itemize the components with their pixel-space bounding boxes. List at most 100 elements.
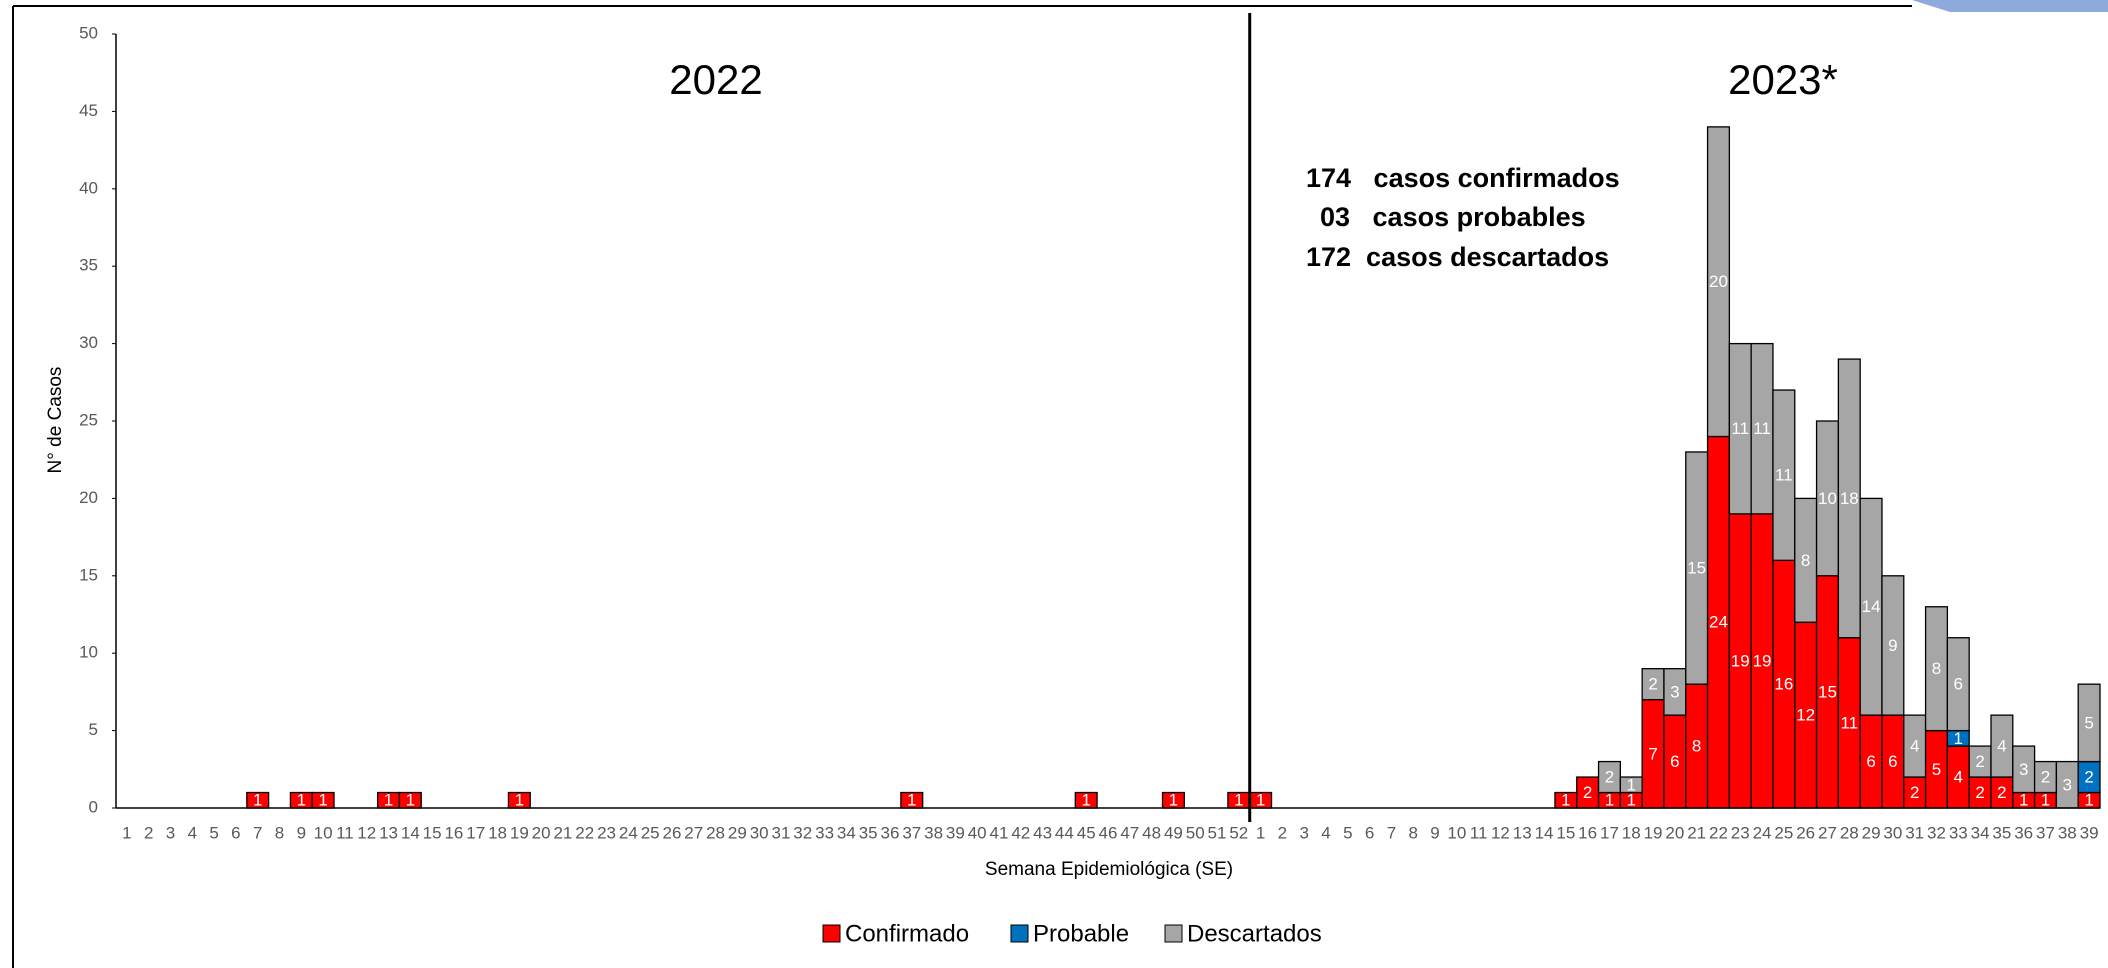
- x-tick-label: 6: [1365, 823, 1374, 842]
- value-label: 1: [1234, 791, 1243, 810]
- value-label: 1: [384, 791, 393, 810]
- value-label: 1: [297, 791, 306, 810]
- value-label: 2: [1975, 783, 1984, 802]
- x-tick-label: 30: [750, 823, 769, 842]
- value-label: 2: [1605, 768, 1614, 787]
- x-tick-label: 31: [1905, 823, 1924, 842]
- x-tick-label: 34: [1971, 823, 1990, 842]
- x-tick-label: 37: [2036, 823, 2055, 842]
- x-tick-label: 52: [1229, 823, 1248, 842]
- x-tick-label: 25: [641, 823, 660, 842]
- y-tick-label: 45: [79, 101, 98, 120]
- value-label: 4: [1910, 737, 1919, 756]
- bar-segment: [1772, 389, 1796, 561]
- x-tick-label: 16: [444, 823, 463, 842]
- value-label: 1: [2084, 791, 2093, 810]
- x-tick-label: 18: [488, 823, 507, 842]
- value-label: 1: [1627, 791, 1636, 810]
- x-tick-label: 42: [1011, 823, 1030, 842]
- x-tick-label: 19: [1644, 823, 1663, 842]
- annotation: 03 casos probables: [1320, 202, 1586, 232]
- x-tick-label: 13: [1513, 823, 1532, 842]
- legend-label: Probable: [1033, 920, 1129, 947]
- value-label: 1: [253, 791, 262, 810]
- x-tick-label: 11: [1470, 823, 1488, 842]
- value-label: 2: [1975, 752, 1984, 771]
- y-tick-label: 50: [79, 23, 98, 42]
- x-tick-label: 38: [2058, 823, 2077, 842]
- value-label: 1: [1081, 791, 1090, 810]
- value-label: 2: [2041, 768, 2050, 787]
- y-tick-label: 0: [89, 797, 98, 816]
- value-label: 24: [1709, 613, 1728, 632]
- y-tick-label: 30: [79, 333, 98, 352]
- value-label: 3: [1670, 682, 1679, 701]
- x-tick-label: 45: [1077, 823, 1096, 842]
- value-label: 1: [1605, 791, 1614, 810]
- value-label: 6: [1670, 752, 1679, 771]
- x-tick-label: 21: [1687, 823, 1706, 842]
- annotation: 174 casos confirmados: [1306, 163, 1620, 193]
- x-tick-label: 40: [968, 823, 987, 842]
- x-tick-label: 15: [1556, 823, 1575, 842]
- value-label: 4: [1997, 737, 2006, 756]
- value-label: 1: [1561, 791, 1570, 810]
- legend-swatch: [1164, 924, 1183, 943]
- bar-segment: [2077, 683, 2101, 763]
- y-tick-label: 20: [79, 488, 98, 507]
- x-tick-label: 32: [1927, 823, 1946, 842]
- x-tick-label: 23: [1731, 823, 1750, 842]
- value-label: 3: [2019, 760, 2028, 779]
- x-tick-label: 6: [231, 823, 240, 842]
- value-label: 11: [1731, 419, 1749, 438]
- x-tick-label: 11: [336, 823, 354, 842]
- x-tick-label: 25: [1774, 823, 1793, 842]
- x-tick-label: 16: [1578, 823, 1597, 842]
- x-tick-label: 50: [1186, 823, 1205, 842]
- y-tick-label: 10: [79, 643, 98, 662]
- bar-segment: [1706, 126, 1731, 438]
- x-tick-label: 37: [902, 823, 921, 842]
- x-tick-label: 20: [1665, 823, 1684, 842]
- x-tick-label: 35: [859, 823, 878, 842]
- value-label: 1: [515, 791, 524, 810]
- value-label: 1: [2019, 791, 2028, 810]
- x-tick-label: 44: [1055, 823, 1074, 842]
- y-tick-label: 5: [89, 720, 98, 739]
- x-tick-label: 28: [706, 823, 725, 842]
- x-tick-label: 14: [1535, 823, 1554, 842]
- value-label: 1: [1256, 791, 1265, 810]
- x-tick-label: 34: [837, 823, 856, 842]
- value-label: 11: [1775, 466, 1793, 485]
- y-tick-label: 40: [79, 178, 98, 197]
- value-label: 7: [1648, 744, 1657, 763]
- value-label: 2: [1648, 675, 1657, 694]
- x-tick-label: 8: [1408, 823, 1417, 842]
- x-tick-label: 39: [2080, 823, 2099, 842]
- x-tick-label: 18: [1622, 823, 1641, 842]
- x-tick-label: 32: [793, 823, 812, 842]
- x-tick-label: 36: [2014, 823, 2033, 842]
- value-label: 2: [1583, 783, 1592, 802]
- value-label: 20: [1709, 272, 1728, 291]
- legend-swatch: [1010, 924, 1029, 943]
- value-label: 19: [1753, 651, 1772, 670]
- x-tick-label: 5: [1343, 823, 1352, 842]
- x-tick-label: 15: [423, 823, 442, 842]
- bar-segment: [1881, 575, 1905, 716]
- value-label: 1: [318, 791, 327, 810]
- x-tick-label: 29: [728, 823, 747, 842]
- value-label: 15: [1687, 559, 1706, 578]
- x-tick-label: 2: [144, 823, 153, 842]
- x-tick-label: 1: [1256, 823, 1265, 842]
- legend-label: Confirmado: [845, 920, 969, 947]
- x-tick-label: 39: [946, 823, 965, 842]
- value-label: 9: [1888, 636, 1897, 655]
- x-tick-label: 1: [122, 823, 131, 842]
- x-tick-label: 8: [275, 823, 284, 842]
- x-tick-label: 21: [553, 823, 572, 842]
- value-label: 1: [2041, 791, 2050, 810]
- x-tick-label: 33: [815, 823, 834, 842]
